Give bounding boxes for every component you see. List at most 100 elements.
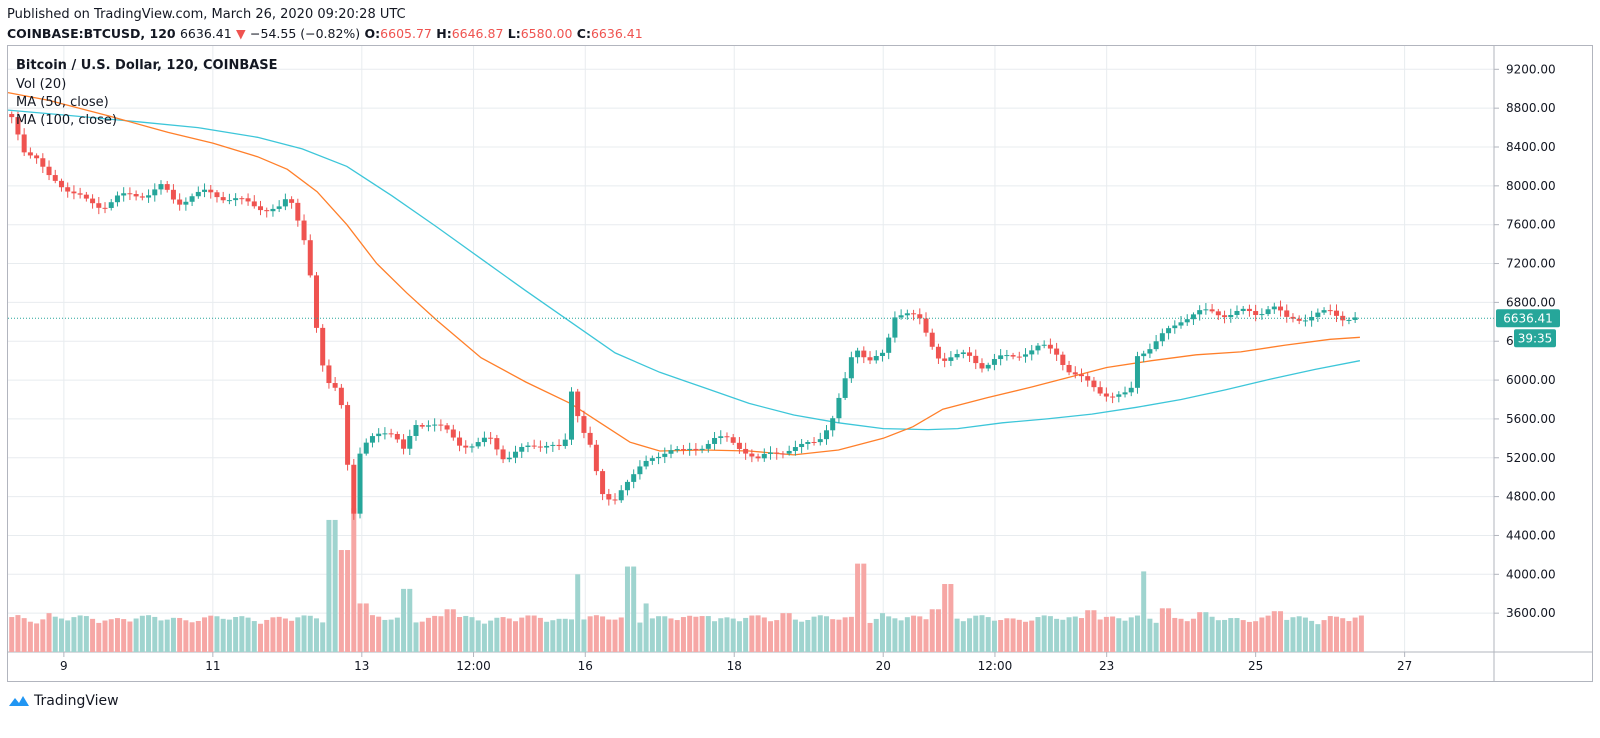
candle	[58, 178, 64, 192]
volume-bar	[1240, 620, 1246, 652]
candle	[1340, 311, 1346, 327]
candle	[618, 485, 624, 503]
candle	[718, 430, 724, 445]
volume-bar	[1290, 617, 1296, 652]
volume-bar	[668, 618, 674, 652]
volume-bar	[855, 563, 861, 652]
candle-body	[1259, 314, 1265, 316]
volume-bar	[189, 622, 195, 652]
candle	[1072, 366, 1078, 379]
candle-body	[643, 460, 649, 467]
candle-body	[289, 199, 295, 203]
candle-body	[58, 180, 64, 188]
candle	[133, 190, 139, 201]
legend-ma50[interactable]: MA (50, close)	[16, 95, 109, 110]
volume-bar	[146, 615, 152, 652]
candle-body	[612, 499, 618, 501]
candle	[425, 420, 431, 432]
candle-body	[220, 197, 226, 201]
candle	[705, 440, 711, 453]
legend-ma100[interactable]: MA (100, close)	[16, 113, 117, 128]
candle	[1153, 335, 1159, 352]
candle-body	[662, 453, 668, 457]
candle	[568, 387, 574, 445]
candle	[401, 434, 407, 455]
candle	[680, 444, 686, 455]
candle-body	[1302, 320, 1308, 322]
volume-bar	[811, 616, 817, 652]
candle	[805, 440, 811, 450]
volume-bar	[208, 615, 214, 652]
volume-bar	[457, 617, 463, 652]
volume-bar	[593, 615, 599, 652]
volume-bar	[730, 618, 736, 652]
candle-body	[407, 435, 413, 449]
volume-bar	[979, 615, 985, 652]
volume-bar	[326, 519, 332, 652]
volume-bar	[967, 618, 973, 652]
candle-body	[575, 391, 581, 417]
candle-body	[1116, 394, 1122, 397]
candle-body	[34, 155, 40, 159]
candle	[1128, 381, 1134, 397]
candle	[1010, 352, 1016, 360]
volume-bar	[612, 619, 618, 652]
candle	[77, 187, 83, 199]
candle	[786, 445, 792, 456]
candle	[264, 207, 270, 218]
volume-bar	[407, 588, 413, 652]
volume-bar	[873, 618, 879, 652]
volume-bar	[817, 615, 823, 652]
candle	[34, 153, 40, 164]
volume-bar	[1047, 616, 1053, 652]
candle	[469, 443, 475, 453]
y-tick-label: 4800.00	[1506, 490, 1556, 504]
candle	[600, 468, 606, 501]
candle-body	[146, 195, 152, 198]
volume-bar	[214, 616, 220, 652]
candle-body	[183, 201, 189, 205]
candle	[631, 469, 637, 489]
candle	[15, 111, 21, 141]
x-tick-label: 27	[1397, 659, 1412, 673]
candle	[345, 401, 351, 471]
legend-volume[interactable]: Vol (20)	[16, 77, 67, 92]
volume-bar	[1358, 615, 1364, 652]
tradingview-brand[interactable]: TradingView	[8, 693, 119, 709]
candle-body	[525, 445, 531, 447]
candle-body	[780, 453, 786, 455]
candle	[183, 197, 189, 211]
candle	[313, 272, 319, 333]
candle-body	[1166, 328, 1172, 334]
volume-bar	[276, 616, 282, 652]
volume-bar	[836, 619, 842, 652]
candle-body	[114, 195, 120, 203]
volume-bar	[780, 613, 786, 652]
volume-bar	[40, 619, 46, 652]
candle-body	[656, 456, 662, 459]
candle-body	[401, 439, 407, 449]
candle	[830, 415, 836, 437]
volume-bar	[674, 620, 680, 652]
volume-bar	[1340, 618, 1346, 652]
candle	[674, 446, 680, 453]
candle-body	[481, 437, 487, 443]
candle	[886, 333, 892, 360]
candle	[152, 183, 158, 202]
candle	[1296, 315, 1302, 325]
candle	[438, 419, 444, 432]
volume-bar	[1035, 617, 1041, 652]
candle-body	[842, 378, 848, 398]
candle-body	[743, 448, 749, 454]
candle	[1327, 304, 1333, 316]
candle	[556, 439, 562, 451]
candle	[749, 449, 755, 463]
candle-body	[786, 450, 792, 454]
volume-bar	[245, 617, 251, 652]
volume-bar	[108, 619, 114, 652]
candle	[643, 455, 649, 470]
candle	[1259, 308, 1265, 320]
volume-bar	[258, 623, 264, 652]
candle	[811, 437, 817, 446]
